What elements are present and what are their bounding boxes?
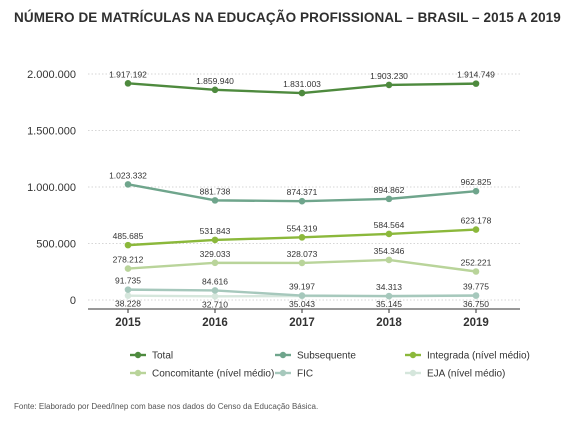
data-label-integrada-nivel-medio: 531.843 [200,226,231,236]
data-label-total: 1.914.749 [457,70,495,80]
data-point-subsequente [124,181,132,188]
y-tick-label: 1.500.000 [27,126,76,138]
legend-label: EJA (nível médio) [427,369,505,380]
y-tick-label: 1.000.000 [27,182,76,194]
legend-label: Integrada (nível médio) [427,351,530,362]
data-label-total: 1.859.940 [196,76,234,86]
data-point-integrada-nivel-medio [211,236,219,244]
legend-label: FIC [297,369,313,380]
data-point-total [124,80,132,87]
data-point-concomitante-nivel-medio [298,259,306,267]
data-point-integrada-nivel-medio [385,230,393,238]
legend-item-subsequente: Subsequente [275,351,356,362]
data-point-integrada-nivel-medio [472,226,480,233]
chart-title: NÚMERO DE MATRÍCULAS NA EDUCAÇÃO PROFISS… [14,10,561,25]
data-label-subsequente: 881.738 [200,186,231,196]
data-point-integrada-nivel-medio [298,234,306,241]
data-point-total [472,80,480,87]
data-label-subsequente: 874.371 [287,187,318,197]
data-label-integrada-nivel-medio: 623.178 [461,216,492,226]
data-point-eja-nivel-medio [124,292,132,299]
data-label-concomitante-nivel-medio: 354.346 [374,246,405,256]
x-tick-label: 2019 [463,317,489,329]
data-point-concomitante-nivel-medio [385,256,393,264]
legend-label: Concomitante (nível médio) [152,369,274,380]
legend: Total Subsequente Integrada (nível médio) C… [130,351,530,380]
data-label-subsequente: 962.825 [461,177,492,187]
data-point-total [211,86,219,94]
data-labels: 38.228 32.710 35.043 35.145 36.750 91.735 84.6… [109,69,495,309]
data-label-integrada-nivel-medio: 554.319 [287,223,318,233]
legend-swatch-marker [279,351,287,359]
data-point-fic [472,292,480,299]
legend-swatch-marker [279,369,287,377]
data-point-concomitante-nivel-medio [472,268,480,275]
data-label-concomitante-nivel-medio: 329.033 [200,249,231,259]
legend-swatch-marker [409,369,417,377]
legend-swatch-marker [134,369,142,377]
legend-item-eja-nivel-medio: EJA (nível médio) [405,369,505,380]
data-point-subsequente [211,197,219,204]
legend-label: Total [152,351,173,362]
data-label-total: 1.903.230 [370,71,408,81]
legend-item-fic: FIC [275,369,313,380]
y-tick-label: 0 [70,295,76,307]
data-point-subsequente [385,195,393,203]
data-label-total: 1.917.192 [109,69,147,79]
legend-item-total: Total [130,351,173,362]
data-point-fic [298,292,306,299]
data-label-fic: 84.616 [202,276,228,286]
data-label-fic: 34.313 [376,282,402,292]
data-point-concomitante-nivel-medio [211,259,219,267]
legend-swatch-marker [409,351,417,359]
x-tick-label: 2017 [289,317,315,329]
data-point-fic [124,286,132,293]
data-point-subsequente [298,197,306,205]
y-tick-label: 2.000.000 [27,69,76,81]
data-label-eja-nivel-medio: 38.228 [115,299,141,309]
data-point-fic [385,292,393,300]
legend-item-integrada-nivel-medio: Integrada (nível médio) [405,351,530,362]
series-lines [124,80,480,300]
data-label-eja-nivel-medio: 36.750 [463,299,489,309]
data-point-concomitante-nivel-medio [124,265,132,272]
data-label-subsequente: 1.023.332 [109,170,147,180]
data-label-concomitante-nivel-medio: 278.212 [113,255,144,265]
data-label-eja-nivel-medio: 35.145 [376,299,402,309]
data-label-concomitante-nivel-medio: 252.221 [461,257,492,267]
legend-label: Subsequente [297,351,356,362]
data-label-total: 1.831.003 [283,79,321,89]
x-axis: 2015 2016 2017 2018 2019 [88,308,520,329]
data-point-fic [211,287,219,294]
x-tick-label: 2016 [202,317,228,329]
legend-swatch-marker [134,351,142,359]
data-label-fic: 39.775 [463,282,489,292]
data-label-integrada-nivel-medio: 485.685 [113,231,144,241]
data-label-eja-nivel-medio: 35.043 [289,299,315,309]
data-point-total [298,89,306,97]
data-point-eja-nivel-medio [211,293,219,300]
y-tick-label: 500.000 [36,239,76,251]
x-tick-label: 2018 [376,317,402,329]
legend-item-concomitante-nivel-medio: Concomitante (nível médio) [130,369,274,380]
data-label-concomitante-nivel-medio: 328.073 [287,249,318,259]
data-label-eja-nivel-medio: 32.710 [202,299,228,309]
data-label-subsequente: 894.862 [374,185,405,195]
data-point-subsequente [472,187,480,195]
data-label-fic: 91.735 [115,276,141,286]
source-note: Fonte: Elaborado por Deed/Inep com base … [14,402,319,411]
data-point-total [385,81,393,89]
data-label-fic: 39.197 [289,282,315,292]
data-label-integrada-nivel-medio: 584.564 [374,220,405,230]
data-point-integrada-nivel-medio [124,241,132,249]
x-tick-label: 2015 [115,317,141,329]
y-axis: 0 500.000 1.000.000 1.500.000 2.000.000 [27,69,76,307]
